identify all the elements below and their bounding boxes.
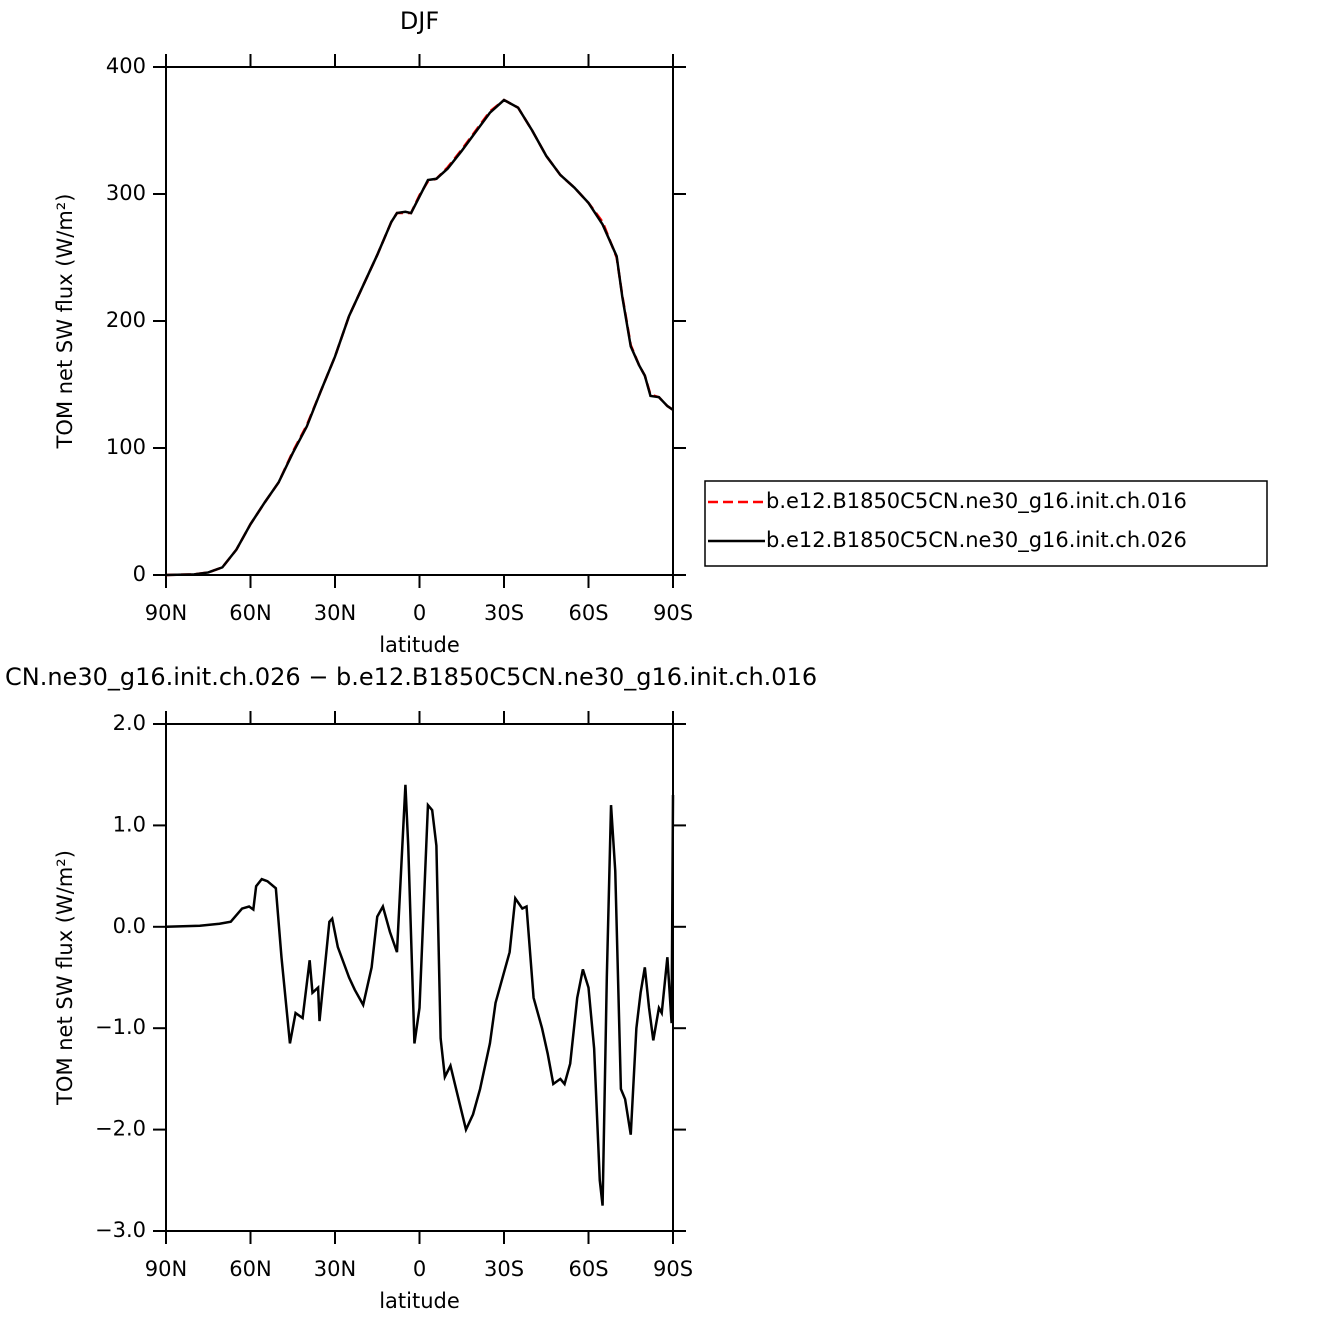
x-tick-label: 30S — [484, 601, 524, 625]
x-axis-label: latitude — [379, 633, 460, 657]
x-tick-label: 90S — [653, 601, 693, 625]
data-line — [165, 98, 674, 577]
x-tick-label: 30N — [314, 601, 356, 625]
x-tick-label: 0 — [413, 1257, 426, 1281]
data-line — [165, 784, 675, 1206]
x-tick-label: 90N — [145, 601, 187, 625]
plot-frame — [165, 723, 674, 1232]
y-tick-label: 300 — [106, 181, 146, 205]
y-tick-label: −1.0 — [95, 1015, 146, 1039]
y-tick-label: 100 — [106, 435, 146, 459]
x-tick-label: 60S — [568, 1257, 608, 1281]
y-tick-label: −2.0 — [95, 1117, 146, 1141]
y-tick-label: 400 — [106, 54, 146, 78]
legend-label: b.e12.B1850C5CN.ne30_g16.init.ch.016 — [766, 489, 1187, 514]
x-tick-label: 90S — [653, 1257, 693, 1281]
x-tick-label: 60N — [229, 601, 271, 625]
plot-frame — [165, 66, 674, 576]
x-tick-label: 60N — [229, 1257, 271, 1281]
y-axis-label: TOM net SW flux (W/m²) — [53, 194, 77, 450]
x-tick-label: 30S — [484, 1257, 524, 1281]
x-tick-label: 60S — [568, 601, 608, 625]
y-axis-label: TOM net SW flux (W/m²) — [53, 850, 77, 1106]
data-line — [165, 98, 674, 577]
x-axis-label: latitude — [379, 1289, 460, 1313]
y-tick-label: 1.0 — [113, 812, 146, 836]
y-tick-label: 200 — [106, 308, 146, 332]
y-tick-label: −3.0 — [95, 1218, 146, 1242]
x-tick-label: 0 — [413, 601, 426, 625]
legend-label: b.e12.B1850C5CN.ne30_g16.init.ch.026 — [766, 528, 1187, 553]
legend-box — [704, 480, 1268, 567]
y-tick-label: 0.0 — [113, 914, 146, 938]
x-tick-label: 90N — [145, 1257, 187, 1281]
y-tick-label: 0 — [133, 562, 146, 586]
x-tick-label: 30N — [314, 1257, 356, 1281]
chart-title: CN.ne30_g16.init.ch.026 − b.e12.B1850C5C… — [5, 663, 817, 691]
y-tick-label: 2.0 — [113, 711, 146, 735]
chart-title: DJF — [400, 7, 439, 35]
